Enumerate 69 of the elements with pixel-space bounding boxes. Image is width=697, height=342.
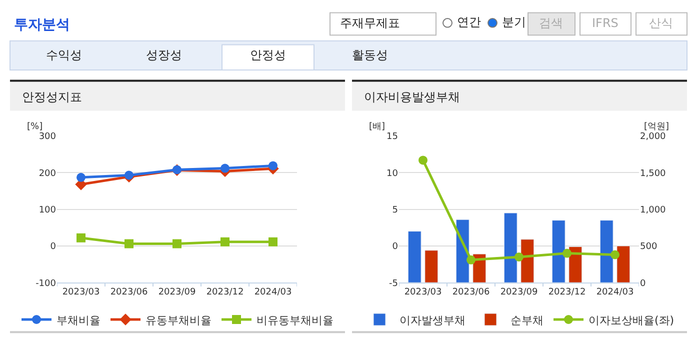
point (268, 237, 278, 246)
y-tick-label: -5 (389, 278, 398, 289)
y-tick-label: 100 (38, 205, 56, 216)
bar (504, 212, 518, 283)
point (466, 255, 476, 264)
text: 분기 (502, 15, 526, 29)
text: 산식 (649, 16, 673, 30)
bar (408, 231, 422, 283)
y-tick-label: 10 (386, 168, 398, 179)
point (124, 170, 134, 180)
text: 연간 (457, 15, 481, 29)
bar (424, 250, 438, 283)
point (220, 237, 230, 246)
text: 수익성 (46, 48, 82, 62)
legend-label: 이자보상배율(좌) (588, 314, 674, 327)
legend-label: 이자발생부채 (400, 314, 466, 327)
legend-label: 부채비율 (56, 314, 100, 327)
point (562, 248, 572, 258)
x-tick-label: 2024/03 (254, 287, 292, 298)
y-tick-label: 300 (38, 132, 56, 142)
y-tick-label: -100 (36, 278, 56, 289)
point (418, 156, 428, 165)
y2-axis-title: [억원] (644, 122, 670, 132)
bar (616, 246, 630, 283)
y-tick-label: 0 (50, 242, 56, 252)
x-tick-label: 2023/03 (404, 287, 442, 298)
y2-tick-label: 500 (640, 242, 658, 252)
y2-tick-label: 0 (640, 278, 646, 289)
bar (568, 246, 582, 283)
y2-tick-label: 2,000 (640, 132, 666, 142)
text: 주재무제표 (340, 16, 400, 30)
point (268, 161, 278, 170)
y-axis-title: [%] (27, 122, 43, 132)
point (610, 250, 620, 260)
y-tick-label: 5 (392, 205, 398, 216)
text: 안정성 (250, 48, 286, 62)
x-tick-label: 2023/12 (548, 287, 586, 298)
point (124, 239, 134, 248)
text: 성장성 (146, 48, 182, 62)
text: 투자분석 (14, 17, 70, 33)
point (76, 172, 86, 182)
y-tick-label: 0 (392, 242, 398, 252)
bar (552, 220, 566, 283)
bar (600, 220, 614, 283)
x-tick-label: 2024/03 (596, 287, 634, 298)
legend-label: 유동부채비율 (146, 314, 212, 327)
x-tick-label: 2023/12 (206, 287, 244, 298)
y-tick-label: 15 (386, 132, 398, 142)
x-tick-label: 2023/06 (452, 287, 490, 298)
x-tick-label: 2023/03 (62, 287, 100, 298)
y2-tick-label: 1,500 (640, 168, 666, 179)
bar (520, 239, 534, 283)
point (172, 239, 182, 248)
point (514, 252, 524, 262)
x-tick-label: 2023/09 (158, 287, 196, 298)
chart-title: 이자비용발생부채 (364, 90, 460, 104)
legend-label: 비유동부채비율 (256, 314, 334, 327)
x-tick-label: 2023/09 (500, 287, 538, 298)
y2-tick-label: 1,000 (640, 205, 666, 216)
point (76, 233, 86, 242)
text: IFRS (592, 16, 618, 30)
text: 검색 (539, 16, 563, 30)
y-tick-label: 200 (38, 168, 56, 179)
point (220, 164, 230, 173)
x-tick-label: 2023/06 (110, 287, 148, 298)
legend-label: 순부채 (510, 314, 544, 327)
y-axis-title: [배] (369, 122, 386, 132)
chart-title: 안정성지표 (22, 90, 82, 104)
text: 활동성 (352, 48, 388, 62)
